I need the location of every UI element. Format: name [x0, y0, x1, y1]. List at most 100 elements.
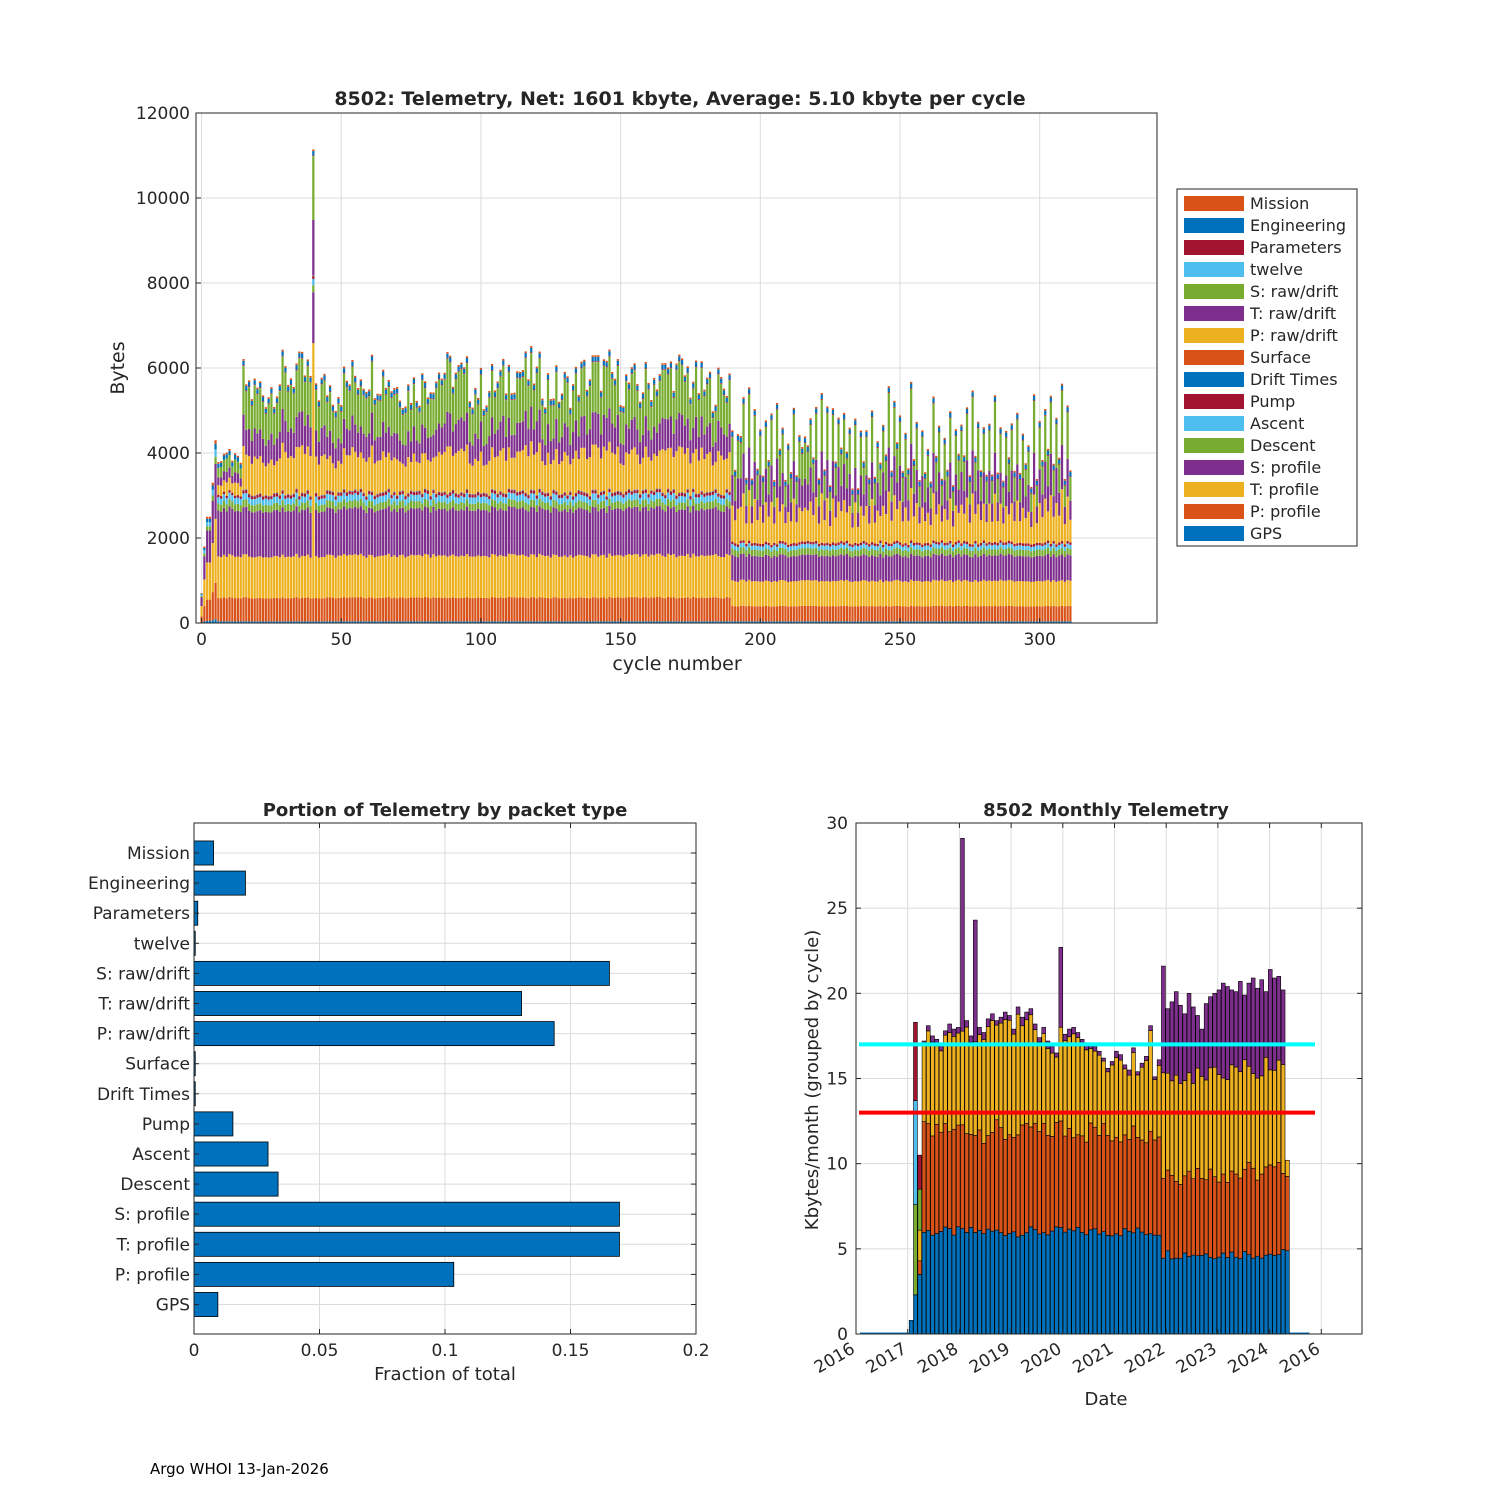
top-bar-segment: [566, 498, 569, 505]
top-bar-segment: [1069, 555, 1072, 581]
month-bar-segment: [981, 1233, 987, 1335]
top-bar-segment: [977, 428, 980, 471]
top-bar-segment: [700, 447, 703, 491]
top-bar-segment: [840, 453, 843, 455]
top-bar-segment: [256, 495, 259, 498]
top-bar-segment: [639, 442, 642, 464]
top-bar-segment: [541, 404, 544, 406]
top-bar-segment: [465, 362, 469, 364]
top-bar-segment: [957, 460, 960, 490]
top-bar-segment: [449, 555, 452, 598]
top-bar-segment: [647, 389, 650, 431]
top-bar-segment: [474, 598, 477, 622]
top-bar-segment: [876, 550, 879, 557]
top-bar-segment: [203, 548, 206, 551]
top-bar-segment: [323, 498, 326, 505]
top-bar-segment: [591, 621, 594, 623]
top-bar-segment: [518, 378, 522, 423]
top-bar-segment: [479, 421, 483, 452]
top-bar-segment: [979, 520, 983, 543]
top-bar-segment: [404, 413, 407, 446]
top-bar-segment: [605, 360, 608, 363]
top-bar-segment: [694, 494, 698, 498]
hbar-x-tick-label: 0: [189, 1341, 200, 1361]
top-bar-segment: [560, 393, 564, 396]
top-bar-segment: [270, 557, 273, 599]
top-bar-segment: [748, 394, 751, 448]
top-bar-segment: [940, 480, 944, 485]
top-bar-segment: [270, 388, 273, 393]
top-bar-segment: [826, 555, 829, 581]
top-bar-segment: [206, 530, 209, 563]
top-bar-segment: [658, 423, 661, 451]
month-bar-segment: [1062, 1135, 1068, 1233]
top-bar-segment: [460, 495, 463, 503]
top-bar-segment: [979, 500, 983, 521]
top-bar-segment: [247, 387, 251, 429]
hbar-bar: [193, 1201, 620, 1227]
top-bar-segment: [639, 504, 642, 512]
month-bar-segment: [1109, 1140, 1115, 1237]
month-bar-segment: [968, 1134, 974, 1228]
top-y-tick-label: 10000: [136, 189, 190, 209]
top-bar-segment: [904, 545, 907, 550]
top-bar-segment: [572, 496, 575, 500]
month-bar-segment: [1101, 1057, 1106, 1062]
month-bar-segment: [1011, 1137, 1016, 1233]
top-bar-segment: [770, 419, 773, 421]
top-bar-segment: [373, 505, 376, 513]
top-bar-segment: [608, 489, 611, 493]
top-bar-segment: [829, 510, 832, 527]
top-bar-segment: [991, 555, 994, 582]
top-bar-segment: [345, 502, 348, 510]
top-bar-segment: [398, 461, 402, 492]
top-bar-segment: [359, 489, 362, 493]
top-bar-segment: [926, 450, 930, 455]
top-bar-segment: [521, 493, 524, 501]
month-bar-segment: [1118, 1059, 1123, 1143]
month-bar-segment: [994, 1119, 999, 1231]
top-bar-segment: [421, 453, 424, 494]
top-bar-segment: [491, 621, 494, 623]
top-bar-segment: [703, 503, 706, 511]
top-bar-segment: [239, 557, 242, 599]
top-bar-segment: [650, 554, 653, 598]
top-bar-segment: [946, 545, 949, 550]
top-bar-segment: [932, 493, 935, 541]
month-bar-segment: [938, 1231, 944, 1335]
top-bar-segment: [273, 444, 276, 466]
top-bar-segment: [1021, 439, 1025, 441]
top-bar-segment: [261, 598, 265, 622]
top-bar-segment: [1010, 580, 1013, 606]
top-bar-segment: [1005, 606, 1008, 622]
top-bar-segment: [222, 453, 226, 456]
top-bar-segment: [761, 546, 765, 551]
top-bar-segment: [231, 621, 234, 623]
top-bar-segment: [924, 581, 927, 607]
top-bar-segment: [1010, 503, 1013, 542]
legend-label: Drift Times: [1250, 370, 1338, 389]
top-bar-segment: [692, 427, 695, 454]
top-bar-segment: [287, 511, 290, 557]
top-bar-segment: [532, 554, 536, 598]
top-bar-segment: [890, 556, 893, 582]
top-bar-segment: [382, 502, 385, 510]
top-bar-segment: [826, 498, 829, 543]
top-bar-segment: [678, 354, 681, 357]
top-bar-segment: [577, 459, 580, 491]
top-bar-segment: [985, 606, 988, 622]
top-bar-segment: [708, 509, 712, 556]
top-bar-segment: [879, 605, 882, 622]
top-bar-segment: [256, 393, 259, 395]
legend-swatch: [1184, 438, 1244, 453]
top-bar-segment: [801, 453, 804, 454]
top-bar-segment: [896, 553, 899, 580]
top-bar-segment: [1046, 486, 1050, 512]
top-bar-segment: [820, 398, 823, 400]
top-bar-segment: [200, 597, 203, 607]
top-bar-segment: [384, 394, 388, 433]
top-bar-segment: [301, 411, 304, 446]
top-bar-segment: [429, 512, 432, 558]
top-bar-segment: [384, 508, 388, 556]
top-bar-segment: [890, 581, 893, 607]
